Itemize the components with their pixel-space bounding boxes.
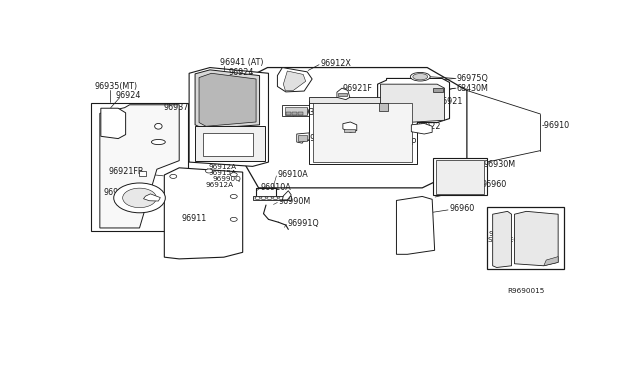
Text: 96990M: 96990M — [278, 197, 310, 206]
Text: 68430M: 68430M — [457, 84, 489, 93]
Ellipse shape — [413, 74, 428, 80]
Text: 96912A: 96912A — [205, 182, 234, 188]
Polygon shape — [343, 122, 356, 132]
Text: 96912A: 96912A — [209, 164, 237, 170]
Text: 96937: 96937 — [163, 103, 189, 112]
Text: 96921F: 96921F — [343, 84, 372, 93]
Bar — [203, 134, 253, 156]
Text: 96978+A: 96978+A — [354, 120, 391, 129]
Bar — [195, 126, 264, 161]
Polygon shape — [337, 88, 350, 100]
Polygon shape — [244, 68, 467, 188]
Circle shape — [255, 197, 260, 200]
Circle shape — [279, 197, 284, 200]
Text: 96935(MT): 96935(MT) — [95, 82, 138, 91]
Circle shape — [230, 173, 237, 177]
Polygon shape — [297, 133, 309, 143]
Text: 96975Q: 96975Q — [457, 74, 489, 83]
Circle shape — [230, 195, 237, 198]
Polygon shape — [199, 73, 256, 126]
Bar — [486, 207, 564, 269]
Text: 96960: 96960 — [449, 204, 474, 213]
Bar — [298, 112, 303, 115]
Circle shape — [285, 197, 290, 200]
Text: 96921: 96921 — [437, 97, 463, 106]
Text: 96968M: 96968M — [301, 134, 333, 143]
Circle shape — [205, 169, 212, 173]
Text: 96911: 96911 — [182, 214, 207, 223]
Circle shape — [273, 197, 278, 200]
Polygon shape — [282, 191, 291, 200]
Ellipse shape — [152, 140, 165, 145]
Bar — [285, 107, 307, 115]
Text: 96925P: 96925P — [387, 138, 417, 147]
Text: 96922: 96922 — [415, 122, 441, 131]
Bar — [344, 129, 355, 132]
Polygon shape — [100, 105, 179, 228]
Text: -96910: -96910 — [541, 121, 570, 130]
Polygon shape — [378, 78, 449, 122]
Text: 96515: 96515 — [523, 249, 546, 255]
Text: 96960: 96960 — [482, 180, 507, 189]
Polygon shape — [101, 108, 125, 139]
Polygon shape — [544, 257, 558, 266]
Text: 96910A: 96910A — [260, 183, 291, 192]
Ellipse shape — [155, 124, 162, 129]
Bar — [433, 158, 486, 195]
Bar — [379, 103, 388, 110]
Bar — [436, 160, 484, 193]
Text: 96910A: 96910A — [277, 170, 308, 179]
Bar — [313, 103, 412, 162]
Text: 96939N: 96939N — [294, 108, 326, 117]
Circle shape — [114, 183, 165, 213]
Circle shape — [261, 197, 266, 200]
Polygon shape — [277, 68, 312, 92]
Polygon shape — [515, 211, 558, 266]
Text: 96990Q: 96990Q — [213, 176, 242, 182]
Text: 96941 (AT): 96941 (AT) — [220, 58, 264, 67]
Bar — [292, 112, 297, 115]
Text: 96924: 96924 — [116, 91, 141, 100]
Polygon shape — [143, 194, 161, 201]
Text: 96915A: 96915A — [209, 170, 237, 176]
Bar — [309, 101, 417, 164]
Circle shape — [123, 188, 156, 208]
Bar — [338, 93, 347, 96]
Circle shape — [267, 197, 272, 200]
Ellipse shape — [410, 73, 430, 81]
Bar — [282, 105, 310, 116]
Polygon shape — [164, 168, 243, 259]
Circle shape — [230, 217, 237, 221]
Text: 96991Q: 96991Q — [287, 219, 319, 228]
Polygon shape — [189, 68, 269, 166]
Text: 96939N: 96939N — [294, 108, 326, 117]
Text: R9690015: R9690015 — [508, 288, 545, 294]
Polygon shape — [195, 70, 260, 129]
Polygon shape — [381, 84, 445, 124]
Text: 96921FA: 96921FA — [346, 126, 381, 135]
Bar — [92, 103, 188, 231]
Bar — [138, 171, 147, 176]
Polygon shape — [493, 211, 511, 267]
Bar — [309, 97, 417, 103]
Text: 96912X: 96912X — [320, 59, 351, 68]
Bar — [433, 88, 443, 92]
Bar — [253, 196, 291, 201]
Circle shape — [170, 174, 177, 179]
Text: 96912A: 96912A — [132, 198, 163, 207]
Text: 96921FB: 96921FB — [109, 167, 144, 176]
Text: 96930M: 96930M — [484, 160, 516, 169]
Text: 96912XA: 96912XA — [104, 187, 140, 197]
Bar — [298, 135, 307, 141]
Polygon shape — [284, 71, 306, 90]
Polygon shape — [396, 196, 435, 254]
Bar — [286, 112, 291, 115]
Text: 96960: 96960 — [489, 231, 512, 237]
Polygon shape — [412, 124, 432, 134]
Text: 96924: 96924 — [228, 68, 253, 77]
Text: SEE SEC273: SEE SEC273 — [488, 237, 532, 243]
